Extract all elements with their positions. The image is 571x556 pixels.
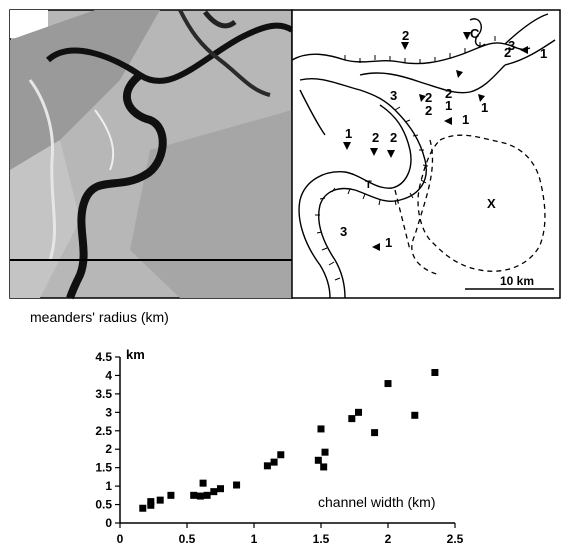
map-label: T [365,179,372,191]
map-label: 2 [402,28,409,43]
y-tick-label: 3.5 [95,387,112,401]
x-axis-label: channel width (km) [318,494,436,510]
scatter-chart: 0 0.5 1 1.5 2 2.5 3 3.5 4 4.5 0 0.5 1 1.5 2 2.5 km channe… [95,347,463,546]
data-point [196,492,204,500]
bank-hatches [315,36,496,281]
map-label: 2 [445,86,452,101]
data-point [355,408,363,416]
map-label: 1 [385,235,392,250]
sketch-map-panel [291,9,561,299]
x-tick-label: 0 [117,532,124,546]
data-point [321,448,329,456]
y-tick-label: 3 [105,405,112,419]
map-label: 2 [504,45,511,60]
y-axis-label: km [126,347,145,362]
data-point [233,481,241,489]
data-point [320,463,328,471]
data-point [147,501,155,509]
scale-label: 10 km [500,274,534,288]
map-label: C [470,26,480,41]
data-point [199,479,207,487]
data-point [210,488,218,496]
data-point [371,429,379,437]
data-point [263,462,271,470]
data-point [167,491,175,499]
y-tick-label: 1.5 [95,461,112,475]
map-label: 1 [481,100,488,115]
chart-title: meanders' radius (km) [30,309,169,325]
x-tick-label: 2.5 [447,532,464,546]
map-label: 1 [345,126,352,141]
y-tick-label: 4 [105,368,112,382]
x-tick-label: 2 [385,532,392,546]
data-point [384,380,392,388]
x-tick-label: 1.5 [313,532,330,546]
y-tick-label: 0 [105,516,112,530]
data-point [348,415,356,423]
map-label: 3 [508,38,515,53]
data-point [317,425,325,433]
map-label: 1 [540,46,547,61]
data-point [277,451,285,459]
satellite-image-panel [9,9,294,300]
data-point [217,485,224,493]
map-label: 2 [372,130,379,145]
data-point [270,458,278,466]
map-label: 3 [340,224,347,239]
map-label: 1 [445,98,452,113]
map-label: 3 [390,88,397,103]
y-tick-label: 2.5 [95,424,112,438]
y-tick-label: 2 [105,442,112,456]
map-label: 2 [425,103,432,118]
data-point [156,496,164,504]
y-tick-label: 1 [105,479,112,493]
x-tick-label: 1 [251,532,258,546]
data-point [203,491,211,499]
data-point [147,498,155,506]
x-tick-label: 0.5 [179,532,196,546]
map-label: 2 [390,130,397,145]
map-label: 2 [425,90,432,105]
y-tick-label: 4.5 [95,350,112,364]
map-label: 1 [462,112,469,127]
data-point [431,368,439,376]
y-tick-label: 0.5 [95,498,112,512]
data-point [139,504,147,512]
data-point [411,411,419,419]
map-label: X [487,196,496,211]
data-point [190,491,198,499]
data-point [314,456,322,464]
